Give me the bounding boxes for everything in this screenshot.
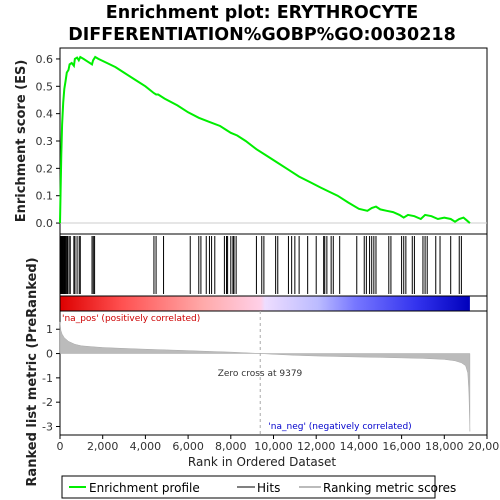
x-tick-label: 2,000 — [87, 440, 119, 453]
x-tick-label: 8,000 — [215, 440, 247, 453]
es-y-tick-label: 0.6 — [36, 53, 54, 66]
es-y-tick-label: 0.3 — [36, 135, 54, 148]
x-tick-label: 4,000 — [130, 440, 162, 453]
x-tick-label: 14,000 — [340, 440, 379, 453]
es-y-tick-label: 0.0 — [36, 217, 54, 230]
ranking-panel-frame — [59, 310, 488, 436]
legend-hits-label: Hits — [257, 481, 280, 495]
es-y-tick-label: 0.4 — [36, 108, 54, 121]
chart-title-line2: DIFFERENTIATION%GOBP%GO:0030218 — [68, 25, 456, 45]
rank-y-tick-label: -1 — [42, 372, 53, 385]
rank-y-ticks: 1 0 -1 -2 -3 — [42, 323, 60, 433]
na-neg-label: 'na_neg' (negatively correlated) — [268, 422, 411, 432]
rank-y-tick-label: 1 — [46, 323, 53, 336]
hits-panel-frame — [59, 233, 488, 297]
es-y-tick-label: 0.1 — [36, 190, 54, 203]
rank-y-axis-title: Ranked list metric (PreRanked) — [25, 257, 40, 486]
x-tick-label: 6,000 — [172, 440, 204, 453]
x-tick-label: 20,000 — [468, 440, 500, 453]
x-tick-label: 16,000 — [382, 440, 421, 453]
legend-enrichment-label: Enrichment profile — [89, 481, 200, 495]
ranking-color-band — [60, 296, 470, 311]
zero-cross-label: Zero cross at 9379 — [218, 369, 303, 379]
es-y-tick-label: 0.5 — [36, 80, 54, 93]
x-tick-label: 0 — [57, 440, 64, 453]
x-axis-title: Rank in Ordered Dataset — [188, 455, 336, 469]
es-profile-line — [59, 55, 471, 224]
chart-title-line1: Enrichment plot: ERYTHROCYTE — [106, 3, 418, 23]
hits-marks — [59, 236, 462, 294]
es-y-ticks: 0.0 0.1 0.2 0.3 0.4 0.5 0.6 — [36, 53, 60, 230]
x-tick-label: 18,000 — [425, 440, 464, 453]
x-tick-label: 12,000 — [297, 440, 336, 453]
legend-ranking-label: Ranking metric scores — [323, 481, 456, 495]
es-y-tick-label: 0.2 — [36, 162, 54, 175]
es-panel-frame — [59, 47, 488, 235]
na-pos-label: 'na_pos' (positively correlated) — [62, 314, 200, 324]
rank-y-tick-label: 0 — [46, 348, 53, 361]
x-axis-ticks: 0 2,000 4,000 6,000 8,000 10,000 12,000 14,000 1… — [57, 435, 500, 453]
rank-y-tick-label: -2 — [42, 396, 53, 409]
x-tick-label: 10,000 — [254, 440, 293, 453]
rank-y-tick-label: -3 — [42, 420, 53, 433]
es-y-axis-title: Enrichment score (ES) — [14, 60, 29, 223]
